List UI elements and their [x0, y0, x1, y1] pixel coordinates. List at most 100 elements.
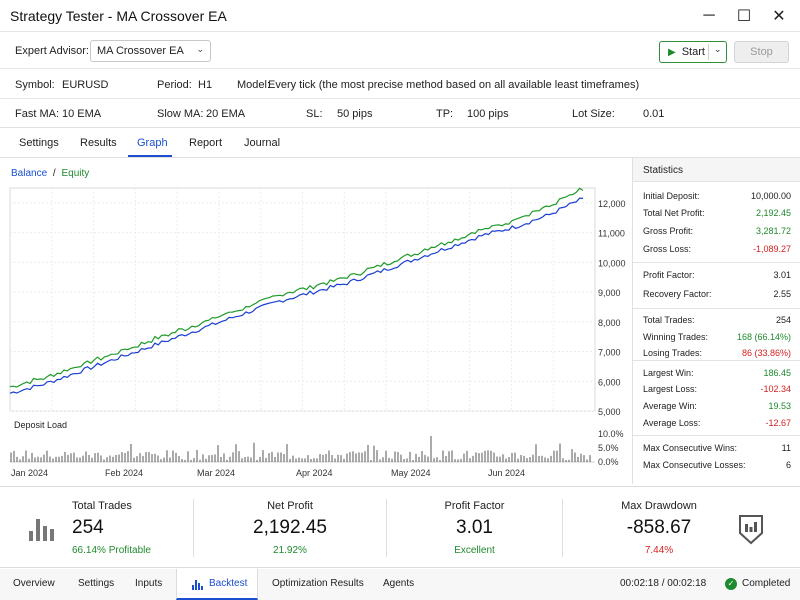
tab-bar: Settings Results Graph Report Journal: [0, 128, 800, 158]
bottom-tab-optimization[interactable]: Optimization Results: [272, 578, 364, 589]
y-tick-label: 8,000: [598, 318, 621, 328]
tab-graph[interactable]: Graph: [137, 137, 168, 149]
button-divider: [708, 44, 709, 60]
stat-row: Winning Trades: 168 (66.14%): [643, 332, 791, 342]
total-trades-card: Total Trades 254 66.14% Profitable: [36, 487, 156, 569]
bottom-tab-backtest[interactable]: Backtest: [209, 578, 248, 589]
tab-journal[interactable]: Journal: [244, 137, 281, 149]
stat-label: Recovery Factor:: [643, 289, 712, 299]
expert-select[interactable]: MA Crossover EA ⌄: [90, 40, 211, 62]
graph-pane: Balance / Equity 12,000 11,000 10,000 9,000…: [0, 158, 632, 484]
stat-label: Profit Factor:: [643, 270, 695, 280]
stat-label: Total Net Profit:: [643, 208, 705, 218]
net-profit-title: Net Profit: [267, 500, 313, 512]
net-profit-card: Net Profit 2,192.45 21.92%: [194, 487, 386, 569]
max-drawdown-value: -858.67: [626, 517, 692, 538]
net-profit-sub: 21.92%: [273, 545, 307, 556]
total-trades-sub: 66.14% Profitable: [72, 545, 151, 556]
stats-divider: [633, 308, 800, 309]
stat-value: 3,281.72: [755, 226, 791, 236]
stat-label: Average Loss:: [643, 418, 701, 428]
active-tab-indicator: [128, 155, 172, 157]
sl-label: SL:: [306, 108, 323, 120]
symbol-value: EURUSD: [62, 79, 109, 91]
max-drawdown-title: Max Drawdown: [621, 500, 697, 512]
profit-factor-title: Profit Factor: [444, 500, 505, 512]
check-circle-icon: ✓: [725, 578, 737, 590]
stop-button[interactable]: Stop: [734, 41, 789, 63]
y-tick-label: 12,000: [598, 199, 626, 209]
tab-report[interactable]: Report: [189, 137, 223, 149]
x-tick-label: Apr 2024: [296, 468, 333, 478]
title-bar: Strategy Tester - MA Crossover EA ─ ☐ ✕: [0, 0, 800, 32]
minimize-icon[interactable]: ─: [703, 7, 715, 24]
bottom-tab-overview[interactable]: Overview: [13, 578, 55, 589]
bottom-tab-active-bg: [176, 569, 258, 600]
tab-settings[interactable]: Settings: [19, 137, 59, 149]
legend-separator: /: [52, 168, 56, 179]
stat-value: 2,192.45: [755, 208, 791, 218]
total-trades-value: 254: [72, 517, 104, 538]
stat-row: Losing Trades: 86 (33.86%): [643, 348, 791, 358]
profit-factor-value: 3.01: [456, 517, 493, 538]
stat-value: 10,000.00: [750, 191, 791, 201]
fastma-label: Fast MA:: [15, 108, 60, 120]
stats-divider: [633, 435, 800, 436]
stop-label: Stop: [750, 46, 773, 58]
legend-balance: Balance: [11, 168, 48, 179]
tab-results[interactable]: Results: [80, 137, 117, 149]
x-tick-label: May 2024: [391, 468, 431, 478]
chart-legend: Balance / Equity: [11, 168, 89, 179]
net-profit-value: 2,192.45: [253, 517, 327, 538]
deposit-tick-label: 5.0%: [598, 443, 619, 453]
statistics-pane: Statistics Initial Deposit: 10,000.00 Tota…: [632, 158, 800, 484]
maximize-icon[interactable]: ☐: [736, 8, 752, 25]
bar-chart-icon: [192, 579, 204, 590]
stat-label: Total Trades:: [643, 315, 695, 325]
profit-factor-sub: Excellent: [454, 545, 495, 556]
total-trades-title: Total Trades: [72, 500, 132, 512]
bottom-tab-inputs[interactable]: Inputs: [135, 578, 163, 589]
period-label: Period:: [157, 79, 192, 91]
stat-label: Largest Loss:: [643, 384, 698, 394]
balance-equity-chart[interactable]: 12,000 11,000 10,000 9,000 8,000 7,000 6,000 5,…: [0, 158, 632, 484]
symbol-label: Symbol:: [15, 79, 55, 91]
chevron-down-icon: ⌄: [196, 44, 204, 54]
stat-row: Total Trades: 254: [643, 315, 791, 325]
chevron-down-icon[interactable]: ⌄: [714, 44, 722, 54]
slowma-value: 20 EMA: [206, 108, 246, 120]
stat-label: Initial Deposit:: [643, 191, 700, 201]
start-button[interactable]: ▶ Start ⌄: [659, 41, 727, 63]
x-tick-label: Jun 2024: [488, 468, 525, 478]
bottom-tab-settings[interactable]: Settings: [78, 578, 115, 589]
stat-row: Largest Win: 186.45: [643, 368, 791, 378]
statistics-title: Statistics: [633, 158, 800, 182]
y-tick-label: 9,000: [598, 288, 621, 298]
expert-label: Expert Advisor:: [15, 45, 89, 57]
status-text: Completed: [742, 578, 791, 589]
stat-value: -12.67: [765, 418, 791, 428]
stat-row: Largest Loss: -102.34: [643, 384, 791, 394]
deposit-tick-label: 10.0%: [598, 429, 624, 439]
y-tick-label: 11,000: [598, 229, 625, 239]
close-icon[interactable]: ✕: [772, 8, 786, 25]
expert-select-value: MA Crossover EA: [97, 45, 184, 57]
y-tick-label: 7,000: [598, 348, 621, 358]
y-tick-label: 10,000: [598, 258, 626, 268]
tp-label: TP:: [436, 108, 454, 120]
play-icon: ▶: [668, 46, 676, 58]
bottom-tab-agents[interactable]: Agents: [383, 578, 415, 589]
legend-equity: Equity: [61, 168, 90, 179]
deposit-load-label: Deposit Load: [14, 420, 67, 430]
stat-row: Max Consecutive Losses: 6: [643, 460, 791, 470]
stat-value: 2.55: [773, 289, 791, 299]
stats-divider: [633, 262, 800, 263]
summary-bar: Total Trades 254 66.14% Profitable Net P…: [0, 486, 800, 568]
bottom-bar: Overview Settings Inputs Backtest Optimi…: [0, 569, 800, 600]
balance-line: [9, 197, 584, 394]
stat-value: 186.45: [763, 368, 791, 378]
stat-value: -1,089.27: [752, 244, 791, 254]
x-tick-label: Mar 2024: [197, 468, 235, 478]
y-tick-label: 5,000: [598, 407, 621, 417]
stat-label: Largest Win:: [643, 368, 694, 378]
